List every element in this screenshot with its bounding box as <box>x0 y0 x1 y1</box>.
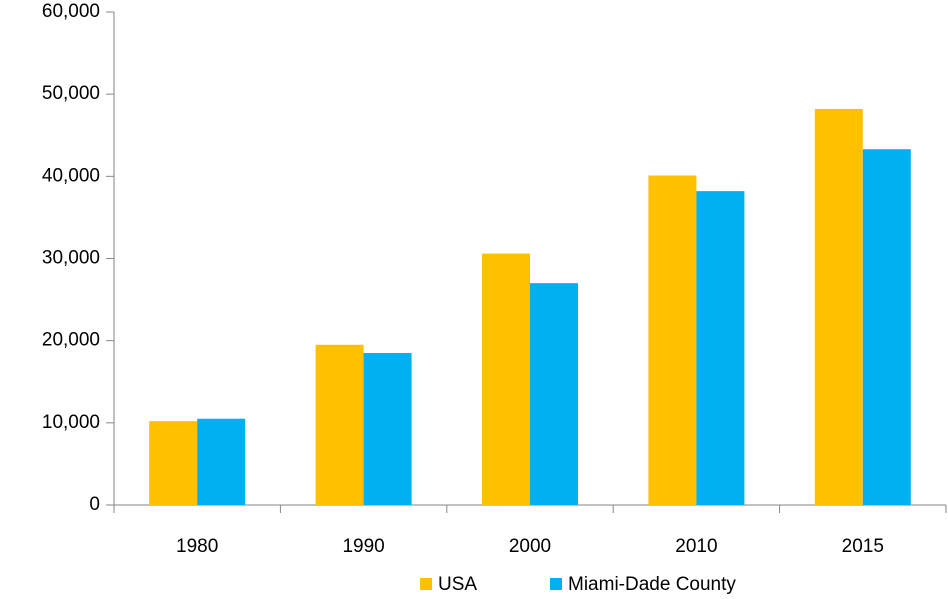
bar <box>149 421 198 505</box>
y-tick-label: 0 <box>89 494 100 515</box>
y-tick-label: 20,000 <box>42 330 100 351</box>
bar <box>696 191 745 505</box>
y-tick-label: 10,000 <box>42 412 100 433</box>
bar <box>814 108 863 505</box>
bar <box>197 418 246 505</box>
bar <box>482 253 530 505</box>
bar <box>648 175 697 506</box>
x-tick-label: 2015 <box>842 536 884 557</box>
x-tick-label: 2000 <box>509 536 551 557</box>
legend-swatch <box>550 578 562 590</box>
x-tick-label: 2010 <box>675 536 717 557</box>
y-tick-label: 50,000 <box>42 83 100 104</box>
bar <box>530 283 578 505</box>
legend-swatch <box>420 578 432 590</box>
y-tick-label: 60,000 <box>42 1 100 22</box>
legend-label: USA <box>438 574 477 595</box>
x-tick-label: 1990 <box>342 536 384 557</box>
bar <box>315 344 364 505</box>
y-tick-label: 40,000 <box>42 165 100 186</box>
x-tick-label: 1980 <box>176 536 218 557</box>
y-tick-label: 30,000 <box>42 248 100 269</box>
bar <box>862 149 911 506</box>
bar <box>363 352 412 505</box>
legend-label: Miami-Dade County <box>568 574 736 595</box>
